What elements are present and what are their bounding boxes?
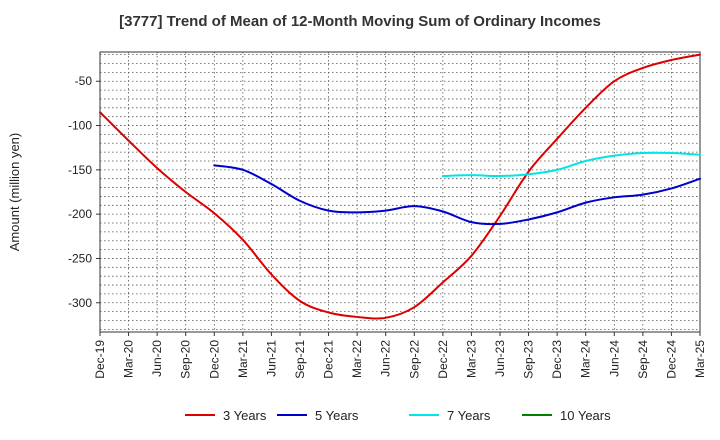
chart-title: [3777] Trend of Mean of 12-Month Moving … <box>119 13 601 30</box>
x-tick-label: Mar-21 <box>236 340 250 378</box>
x-tick-label: Jun-21 <box>264 340 278 377</box>
x-tick-label: Mar-22 <box>350 340 364 378</box>
y-tick-label: -200 <box>68 207 92 221</box>
x-tick-label: Dec-22 <box>436 340 450 379</box>
x-tick-label: Sep-20 <box>179 340 193 379</box>
x-tick-label: Mar-20 <box>122 340 136 378</box>
x-tick-label: Sep-23 <box>522 340 536 379</box>
legend-label-7-years: 7 Years <box>447 408 491 423</box>
legend-label-10-years: 10 Years <box>560 408 611 423</box>
x-tick-label: Jun-24 <box>607 340 621 377</box>
y-tick-label: -50 <box>75 74 93 88</box>
y-tick-label: -150 <box>68 163 92 177</box>
legend-label-5-years: 5 Years <box>315 408 359 423</box>
legend-label-3-years: 3 Years <box>223 408 267 423</box>
x-tick-label: Jun-23 <box>493 340 507 377</box>
y-tick-label: -100 <box>68 119 92 133</box>
x-tick-label: Jun-20 <box>150 340 164 377</box>
plot-area <box>100 52 700 332</box>
x-tick-label: Mar-23 <box>464 340 478 378</box>
y-tick-label: -250 <box>68 251 92 265</box>
x-tick-label: Dec-19 <box>93 340 107 379</box>
x-tick-label: Mar-25 <box>693 340 707 378</box>
x-tick-label: Dec-21 <box>322 340 336 379</box>
plot-frame <box>99 51 701 333</box>
x-tick-label: Sep-22 <box>407 340 421 379</box>
y-tick-label: -300 <box>68 296 92 310</box>
x-tick-label: Dec-20 <box>207 340 221 379</box>
x-tick-label: Dec-23 <box>550 340 564 379</box>
y-axis-title: Amount (million yen) <box>7 133 22 252</box>
x-tick-label: Jun-22 <box>379 340 393 377</box>
series-line-5-years <box>213 164 701 226</box>
x-tick-label: Dec-24 <box>664 340 678 379</box>
x-tick-label: Sep-21 <box>293 340 307 379</box>
series-line-3-years <box>99 53 701 320</box>
x-tick-label: Mar-24 <box>579 340 593 378</box>
x-tick-label: Sep-24 <box>636 340 650 379</box>
series-line-7-years <box>441 151 701 178</box>
